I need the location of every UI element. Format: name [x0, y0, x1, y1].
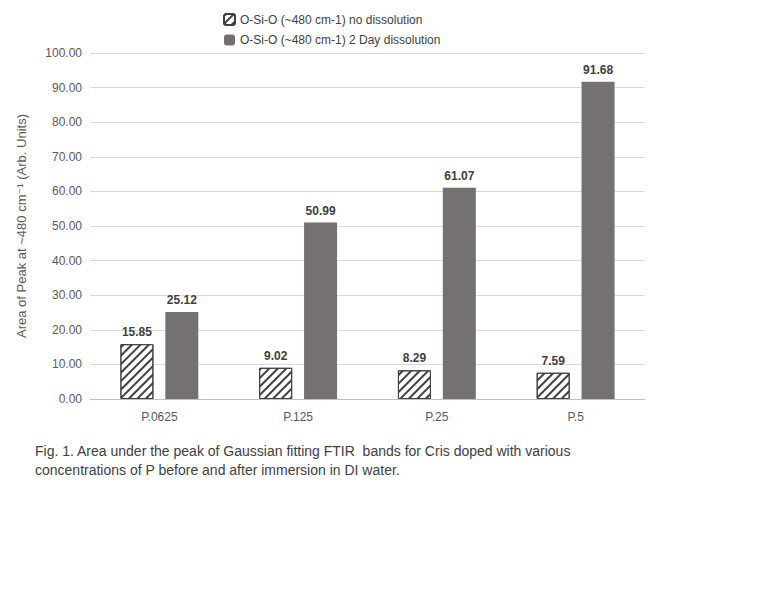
svg-text:Area of Peak at ~480 cm⁻¹ (Arb: Area of Peak at ~480 cm⁻¹ (Arb. Units)	[14, 114, 29, 338]
svg-text:9.02: 9.02	[264, 349, 288, 363]
svg-text:70.00: 70.00	[52, 150, 82, 164]
svg-text:80.00: 80.00	[52, 115, 82, 129]
svg-text:20.00: 20.00	[52, 323, 82, 337]
svg-text:0.00: 0.00	[59, 392, 83, 406]
svg-text:Fig. 1. Area under the peak of: Fig. 1. Area under the peak of Gaussian …	[35, 443, 574, 459]
svg-text:O-Si-O (~480 cm-1) no dissolut: O-Si-O (~480 cm-1) no dissolution	[240, 13, 422, 27]
svg-text:7.59: 7.59	[542, 354, 566, 368]
svg-text:P.125: P.125	[283, 410, 313, 424]
svg-text:P.25: P.25	[425, 410, 448, 424]
svg-text:30.00: 30.00	[52, 288, 82, 302]
svg-text:100.00: 100.00	[45, 46, 82, 60]
svg-text:40.00: 40.00	[52, 254, 82, 268]
svg-text:P.0625: P.0625	[141, 410, 178, 424]
svg-text:91.68: 91.68	[583, 63, 613, 77]
svg-text:8.29: 8.29	[403, 351, 427, 365]
svg-text:25.12: 25.12	[167, 293, 197, 307]
svg-text:50.00: 50.00	[52, 219, 82, 233]
svg-text:15.85: 15.85	[122, 325, 152, 339]
svg-text:61.07: 61.07	[444, 169, 474, 183]
svg-text:O-Si-O (~480 cm-1) 2 Day disso: O-Si-O (~480 cm-1) 2 Day dissolution	[240, 33, 440, 47]
svg-text:P.5: P.5	[567, 410, 584, 424]
svg-text:concentrations of P before and: concentrations of P before and after imm…	[35, 462, 400, 478]
svg-text:10.00: 10.00	[52, 357, 82, 371]
svg-text:50.99: 50.99	[306, 204, 336, 218]
svg-text:60.00: 60.00	[52, 184, 82, 198]
svg-text:90.00: 90.00	[52, 81, 82, 95]
